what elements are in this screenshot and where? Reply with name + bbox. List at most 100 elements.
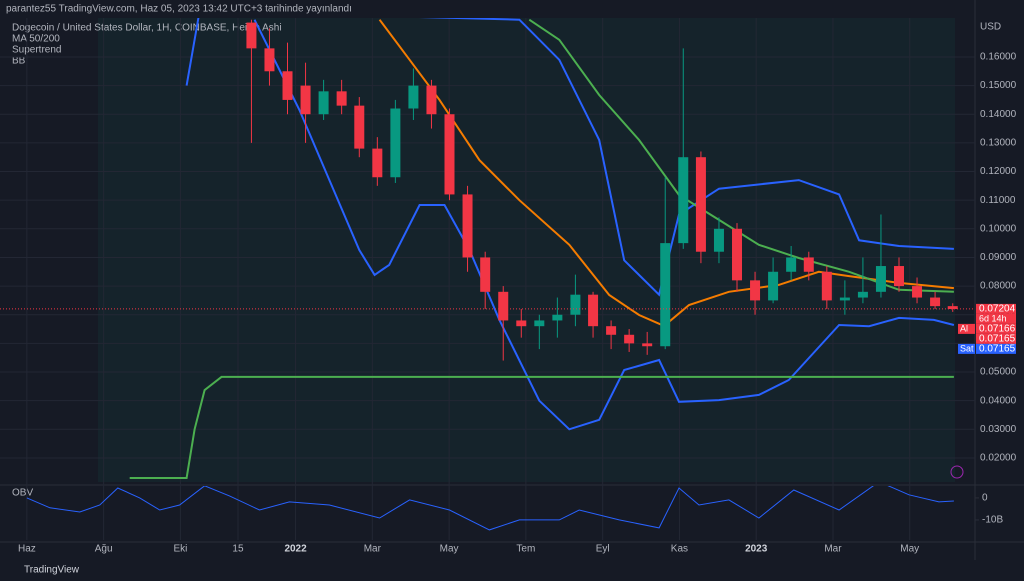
- axis-label: USD: [980, 22, 1001, 33]
- candle-body: [912, 286, 923, 298]
- candle-body: [552, 314, 563, 321]
- chart-title: Dogecoin / United States Dollar, 1H, COI…: [12, 23, 282, 34]
- y-tick-label: 0.14000: [980, 109, 1017, 120]
- y-tick-label: 0.05000: [980, 367, 1017, 378]
- candle-body: [372, 148, 383, 178]
- price-label-box: [976, 323, 1016, 334]
- candle-body: [282, 71, 293, 100]
- candle-body: [803, 257, 814, 272]
- candle-body: [875, 266, 886, 292]
- indicator-line: [129, 375, 954, 479]
- candle-body: [318, 91, 329, 115]
- candle-body: [480, 257, 491, 292]
- countdown: 6d 14h: [979, 313, 1007, 323]
- x-tick-label: 15: [232, 544, 244, 555]
- x-tick-label: May: [440, 544, 459, 555]
- candle-body: [642, 343, 653, 347]
- candle-body: [336, 91, 347, 106]
- x-tick-label: Kas: [671, 544, 688, 555]
- candle-body: [786, 257, 797, 272]
- y-tick-label: 0.15000: [980, 80, 1017, 91]
- candle-body: [695, 157, 706, 252]
- obv-area: [26, 486, 954, 531]
- candle-body: [768, 271, 779, 301]
- candle-body: [462, 194, 473, 258]
- x-tick-label: 2022: [284, 544, 307, 555]
- candle-body: [732, 228, 743, 281]
- candle-body: [839, 297, 850, 301]
- candle-body: [246, 22, 257, 49]
- y-tick-label: 0.12000: [980, 166, 1017, 177]
- price-label: 0.07166: [979, 324, 1016, 335]
- y-tick-label: 0.02000: [980, 453, 1017, 464]
- brand: TradingView: [24, 565, 80, 576]
- price-tag: Sat: [960, 343, 974, 353]
- candle-body: [300, 85, 311, 115]
- plot-area: [0, 18, 975, 479]
- candle-body: [660, 243, 671, 347]
- candle-body: [426, 85, 437, 115]
- y-tick-label: 0.11000: [980, 195, 1016, 206]
- candle-body: [750, 280, 761, 301]
- indicator-label: Supertrend: [12, 45, 61, 56]
- candle-body: [354, 105, 365, 149]
- price-label-box: [976, 303, 1016, 314]
- candle-body: [930, 297, 941, 307]
- candle-body: [588, 294, 599, 327]
- y-tick-label: 0.03000: [980, 424, 1017, 435]
- price-tag: Al: [960, 323, 968, 333]
- price-label: 0.07204: [979, 304, 1016, 315]
- candle-body: [893, 266, 904, 287]
- obv-line: [26, 486, 954, 531]
- indicator-label: BB: [12, 56, 26, 67]
- x-tick-label: Ağu: [95, 544, 113, 555]
- candle-body: [444, 114, 455, 195]
- price-label-box: [976, 333, 1016, 344]
- price-label: 0.07165: [979, 344, 1016, 355]
- candle-body: [678, 157, 689, 244]
- candle-body: [570, 294, 581, 315]
- y-tick-label: -10B: [982, 515, 1003, 526]
- x-tick-label: 2023: [745, 544, 768, 555]
- alert-icon[interactable]: [950, 465, 964, 479]
- candle-body: [516, 320, 527, 327]
- y-tick-label: 0.10000: [980, 223, 1017, 234]
- obv-title: OBV: [12, 488, 33, 499]
- candle-body: [606, 326, 617, 335]
- x-tick-label: Mar: [824, 544, 842, 555]
- x-tick-label: Haz: [18, 544, 36, 555]
- candle-body: [857, 291, 868, 298]
- candle-body: [947, 306, 958, 310]
- x-tick-label: Tem: [516, 544, 535, 555]
- indicator-line: [378, 19, 954, 328]
- candle-body: [821, 271, 832, 301]
- y-tick-label: 0.08000: [980, 281, 1017, 292]
- y-tick-label: 0.09000: [980, 252, 1017, 263]
- y-tick-label: 0: [982, 493, 988, 504]
- candle-body: [408, 85, 419, 109]
- x-tick-label: Eki: [173, 544, 187, 555]
- price-tag-box: [958, 343, 975, 354]
- indicator-line: [253, 19, 955, 431]
- x-tick-label: Eyl: [596, 544, 610, 555]
- y-tick-label: 0.16000: [980, 52, 1017, 63]
- price-label-box: [976, 343, 1016, 354]
- y-tick-label: 0.04000: [980, 395, 1017, 406]
- candle-body: [534, 320, 545, 327]
- x-tick-label: May: [900, 544, 919, 555]
- candle-body: [390, 108, 401, 178]
- published-note: parantez55 TradingView.com, Haz 05, 2023…: [6, 4, 352, 15]
- candle-body: [713, 228, 724, 252]
- price-tag-box: [958, 323, 975, 334]
- candle-body: [624, 334, 635, 344]
- candle-body: [264, 48, 275, 72]
- price-label: 0.07165: [979, 334, 1016, 345]
- x-tick-label: Mar: [364, 544, 382, 555]
- candle-body: [498, 291, 509, 321]
- indicator-label: MA 50/200: [12, 34, 60, 45]
- countdown-box: [976, 313, 1016, 324]
- supertrend-fill: [98, 18, 955, 482]
